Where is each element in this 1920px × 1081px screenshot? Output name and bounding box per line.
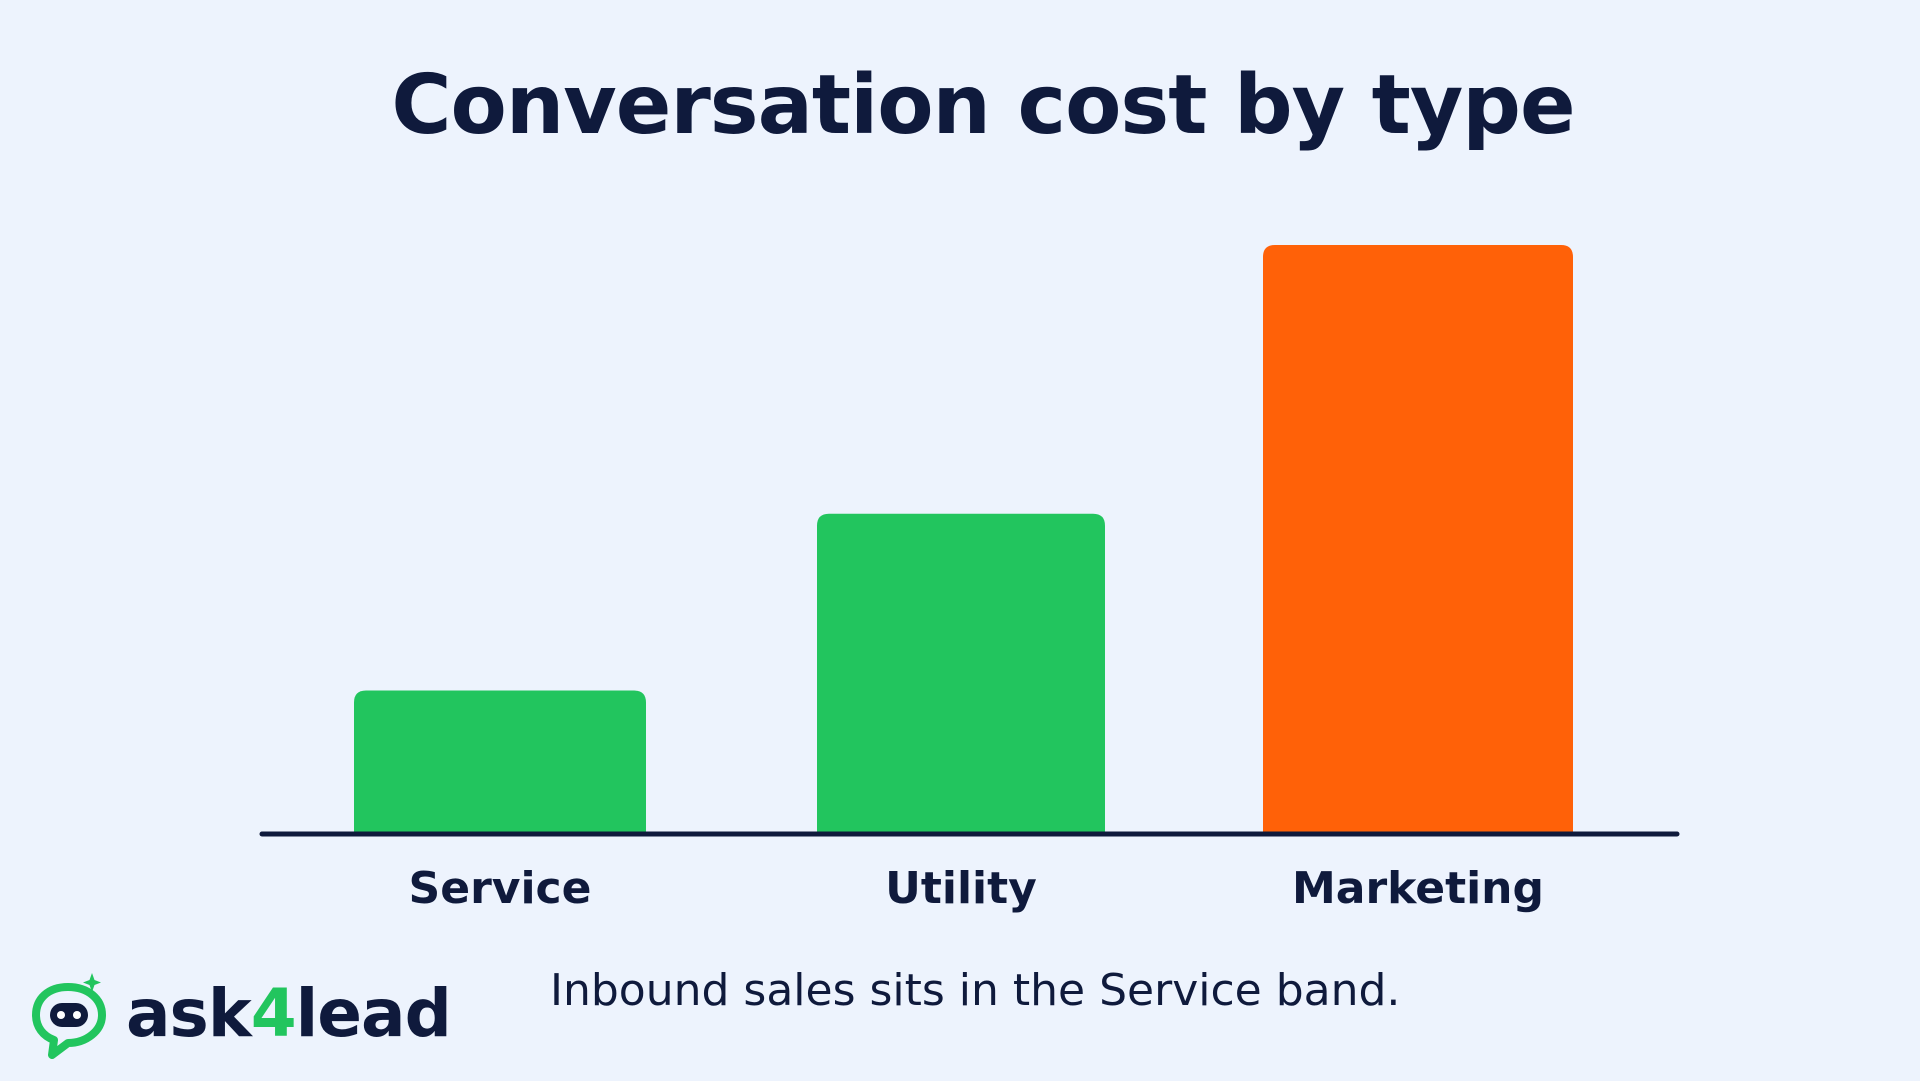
bar-chart: Service Utility Marketing — [259, 245, 1680, 914]
x-tick-labels: Service Utility Marketing — [409, 863, 1544, 914]
x-tick-label-service: Service — [409, 863, 592, 914]
chat-bubble-robot-icon — [32, 973, 106, 1059]
chart-caption: Inbound sales sits in the Service band. — [550, 965, 1401, 1016]
brand-name-accent: 4 — [250, 975, 297, 1052]
bar-group — [354, 245, 1573, 832]
brand-name-prefix: ask — [126, 975, 252, 1052]
brand: ask4lead — [28, 968, 452, 1060]
bar-utility — [817, 513, 1105, 832]
bar-service — [354, 690, 646, 832]
bar-marketing — [1263, 245, 1573, 832]
chart-title: Conversation cost by type — [391, 58, 1575, 153]
x-tick-label-utility: Utility — [885, 863, 1037, 914]
x-tick-label-marketing: Marketing — [1292, 863, 1544, 914]
brand-name: ask4lead — [126, 981, 452, 1047]
brand-name-suffix: lead — [295, 975, 452, 1052]
